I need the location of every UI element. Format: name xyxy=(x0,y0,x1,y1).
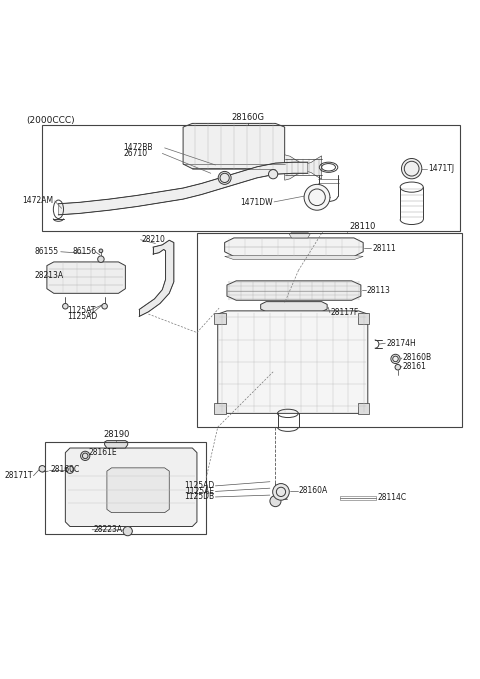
Polygon shape xyxy=(183,124,285,168)
Circle shape xyxy=(270,496,281,507)
Text: 28160B: 28160B xyxy=(403,354,432,363)
Text: 28160A: 28160A xyxy=(299,486,328,496)
Text: 28223A: 28223A xyxy=(93,526,122,534)
Polygon shape xyxy=(47,262,125,293)
Circle shape xyxy=(268,170,278,179)
Text: 28117F: 28117F xyxy=(331,308,359,317)
Bar xyxy=(340,496,376,500)
Circle shape xyxy=(395,365,401,370)
Text: 28161E: 28161E xyxy=(88,448,117,457)
Circle shape xyxy=(97,256,104,262)
Text: 1472AM: 1472AM xyxy=(23,196,54,206)
Text: 28160C: 28160C xyxy=(50,465,79,474)
Circle shape xyxy=(391,354,400,363)
Polygon shape xyxy=(107,468,169,513)
Text: 1472BB: 1472BB xyxy=(123,143,153,152)
Text: 1471DW: 1471DW xyxy=(240,198,273,207)
Bar xyxy=(215,403,226,414)
Bar xyxy=(215,313,226,325)
Bar xyxy=(42,125,460,231)
Text: 26710: 26710 xyxy=(123,149,147,158)
Text: 1125AE: 1125AE xyxy=(185,487,215,496)
Text: (2000CCC): (2000CCC) xyxy=(26,115,75,124)
Text: 28160G: 28160G xyxy=(231,113,264,122)
Polygon shape xyxy=(225,238,363,257)
Circle shape xyxy=(66,466,73,473)
Circle shape xyxy=(273,483,289,500)
Text: 28111: 28111 xyxy=(372,244,396,253)
Bar xyxy=(45,442,206,534)
Circle shape xyxy=(39,466,46,472)
Text: 1125AD: 1125AD xyxy=(67,312,97,321)
Circle shape xyxy=(102,304,108,309)
Bar xyxy=(358,313,369,325)
Circle shape xyxy=(304,185,330,210)
Circle shape xyxy=(81,452,90,460)
Polygon shape xyxy=(139,240,174,316)
Bar xyxy=(358,403,369,414)
Polygon shape xyxy=(218,311,368,414)
Text: 1125AT: 1125AT xyxy=(67,306,96,315)
Text: 28113: 28113 xyxy=(367,286,391,295)
Polygon shape xyxy=(285,155,322,180)
Text: 28213A: 28213A xyxy=(35,272,63,280)
Text: 1125DB: 1125DB xyxy=(184,492,215,502)
Circle shape xyxy=(401,158,422,179)
Polygon shape xyxy=(65,448,197,526)
Circle shape xyxy=(123,526,132,536)
Text: 28171T: 28171T xyxy=(4,471,33,480)
Text: 1125AD: 1125AD xyxy=(184,481,215,490)
Circle shape xyxy=(99,249,103,253)
Polygon shape xyxy=(227,281,361,300)
Text: 28210: 28210 xyxy=(142,235,166,244)
Text: 28174H: 28174H xyxy=(386,339,416,348)
Polygon shape xyxy=(59,162,308,215)
Polygon shape xyxy=(225,255,363,259)
Text: 86156: 86156 xyxy=(72,247,96,256)
Text: 28110: 28110 xyxy=(349,221,376,231)
Circle shape xyxy=(218,171,231,185)
Text: 28114C: 28114C xyxy=(377,494,406,502)
Text: 1471TJ: 1471TJ xyxy=(428,164,454,173)
Polygon shape xyxy=(105,441,128,448)
Text: 28161: 28161 xyxy=(403,362,427,371)
Circle shape xyxy=(62,304,68,309)
Text: 28190: 28190 xyxy=(103,430,129,439)
Polygon shape xyxy=(289,232,310,238)
Bar xyxy=(197,234,462,427)
Text: 86155: 86155 xyxy=(35,247,59,256)
Polygon shape xyxy=(261,301,327,312)
